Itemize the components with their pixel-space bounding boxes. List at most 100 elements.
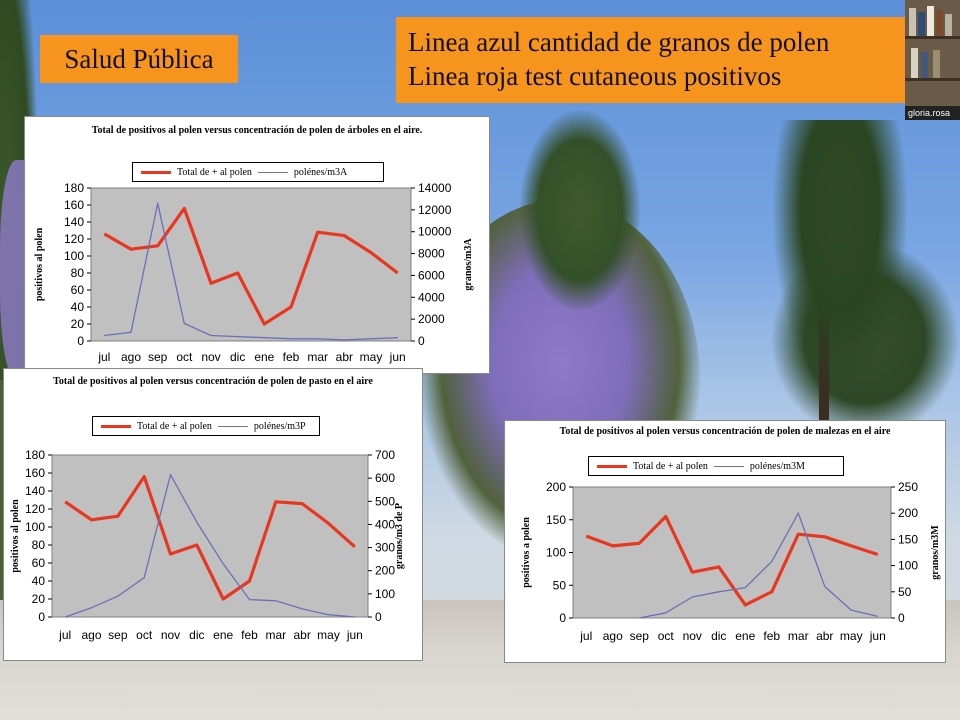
legend-label: polénes/m3A [293,166,348,178]
chart-panel-grass: Total de positivos al polen versus conce… [3,368,423,661]
y2-tick-label: 150 [898,532,918,546]
y-tick-label: 200 [546,480,566,494]
plot-area [572,486,892,619]
legend-label: Total de + al polen [177,166,252,178]
y2-tick-label: 0 [375,610,382,624]
y2-tick-label: 50 [898,585,912,599]
x-tick-label: oct [136,628,153,642]
shelf [905,36,960,39]
y-tick-label: 60 [71,283,85,297]
x-tick-label: dic [189,628,204,642]
chart-legend: Total de + al polen polénes/m3A [132,162,384,182]
x-tick-label: feb [241,628,258,642]
y-tick-label: 0 [559,611,566,625]
x-tick-label: dic [230,350,245,364]
chart-legend: Total de + al polen polénes/m3P [92,416,320,436]
y-axis-label: positivos al polen [34,227,45,301]
x-tick-label: jun [389,350,406,364]
y-tick-label: 180 [25,448,45,462]
y-tick-label: 0 [77,334,84,348]
y-tick-label: 100 [25,520,45,534]
x-tick-label: jul [58,628,71,642]
y-axis-label: positivos a polen [521,517,532,588]
y-tick-label: 40 [32,574,46,588]
chart-grass: 0 20 40 60 80 100 120 140 160 180 0 100 200 300 400 500… [10,448,405,642]
y-tick-label: 20 [32,592,46,606]
x-tick-label: oct [176,350,193,364]
plot-area [51,454,369,618]
y2-tick-label: 4000 [418,290,445,304]
x-tick-label: ago [603,629,623,643]
y2-tick-label: 2000 [418,312,445,326]
legend-label: polénes/m3P [253,420,306,432]
x-tick-label: nov [201,350,220,364]
y2-tick-label: 100 [375,587,395,601]
legend-label: Total de + al polen [137,420,212,432]
legend-swatch-red [101,424,131,428]
book [911,48,918,78]
y-tick-label: 100 [64,249,84,263]
chart-trees: 0 20 40 60 80 100 120 140 160 180 0 2000 4000 6000 800… [34,181,474,364]
book [921,52,928,78]
y-tick-label: 140 [25,484,45,498]
x-tick-label: oct [658,629,675,643]
y-tick-label: 20 [71,317,85,331]
chart-title: Total de positivos al polen versus conce… [91,125,423,136]
y-tick-label: 140 [64,215,84,229]
x-tick-label: feb [763,629,780,643]
y2-tick-label: 600 [375,471,395,485]
series-line-red [585,514,879,607]
x-tick-label: ago [81,628,101,642]
y2-tick-label: 400 [375,517,395,531]
x-tick-label: mar [307,350,328,364]
background-palm [760,120,920,420]
y2-tick-label: 6000 [418,268,445,282]
x-tick-label: ene [735,629,755,643]
x-tick-label: mar [265,628,286,642]
x-tick-label: dic [711,629,726,643]
y2-tick-label: 200 [898,506,918,520]
x-tick-label: jul [97,350,110,364]
chart-panel-trees: Total de positivos al polen versus conce… [24,116,490,374]
y2-tick-label: 250 [898,480,918,494]
chart-weeds: 0 50 100 150 200 0 50 100 150 200 250 jul ago sep oct n… [521,480,941,643]
shelf [905,78,960,81]
slide-title: Salud Pública [40,35,238,83]
y-tick-label: 180 [64,181,84,195]
legend-swatch-blue [713,465,744,467]
legend-swatch-red [141,170,171,174]
y-tick-label: 60 [32,556,46,570]
chart-title: Total de positivos al polen versus conce… [53,376,373,387]
background-tree [520,110,640,310]
legend-swatch-blue [217,425,248,427]
x-tick-label: nov [683,629,702,643]
y-axis-label: positivos al polen [10,499,21,573]
x-tick-label: sep [108,628,128,642]
webcam-thumbnail[interactable]: gloria.rosa [905,0,960,120]
x-tick-label: sep [148,350,168,364]
x-tick-label: jun [346,628,363,642]
y2-tick-label: 200 [375,564,395,578]
y-tick-label: 40 [71,300,85,314]
x-tick-label: mar [788,629,809,643]
chart-title: Total de positivos al polen versus conce… [559,426,891,437]
y2-tick-label: 500 [375,494,395,508]
x-tick-label: ene [213,628,233,642]
y-tick-label: 150 [546,513,566,527]
webcam-name-label: gloria.rosa [905,106,960,120]
y-tick-label: 160 [25,466,45,480]
y2-tick-label: 100 [898,559,918,573]
book [927,6,934,36]
y-tick-label: 120 [64,232,84,246]
y-tick-label: 80 [71,266,85,280]
y2-tick-label: 0 [898,611,905,625]
x-tick-label: nov [161,628,180,642]
legend-swatch-red [597,464,627,468]
color-legend-note: Linea azul cantidad de granos de polen L… [396,17,906,103]
x-tick-label: may [317,628,340,642]
book [918,12,925,36]
legend-label: polénes/m3M [749,460,805,472]
y2-tick-label: 8000 [418,247,445,261]
y2-tick-label: 0 [418,334,425,348]
x-tick-label: jun [869,629,886,643]
